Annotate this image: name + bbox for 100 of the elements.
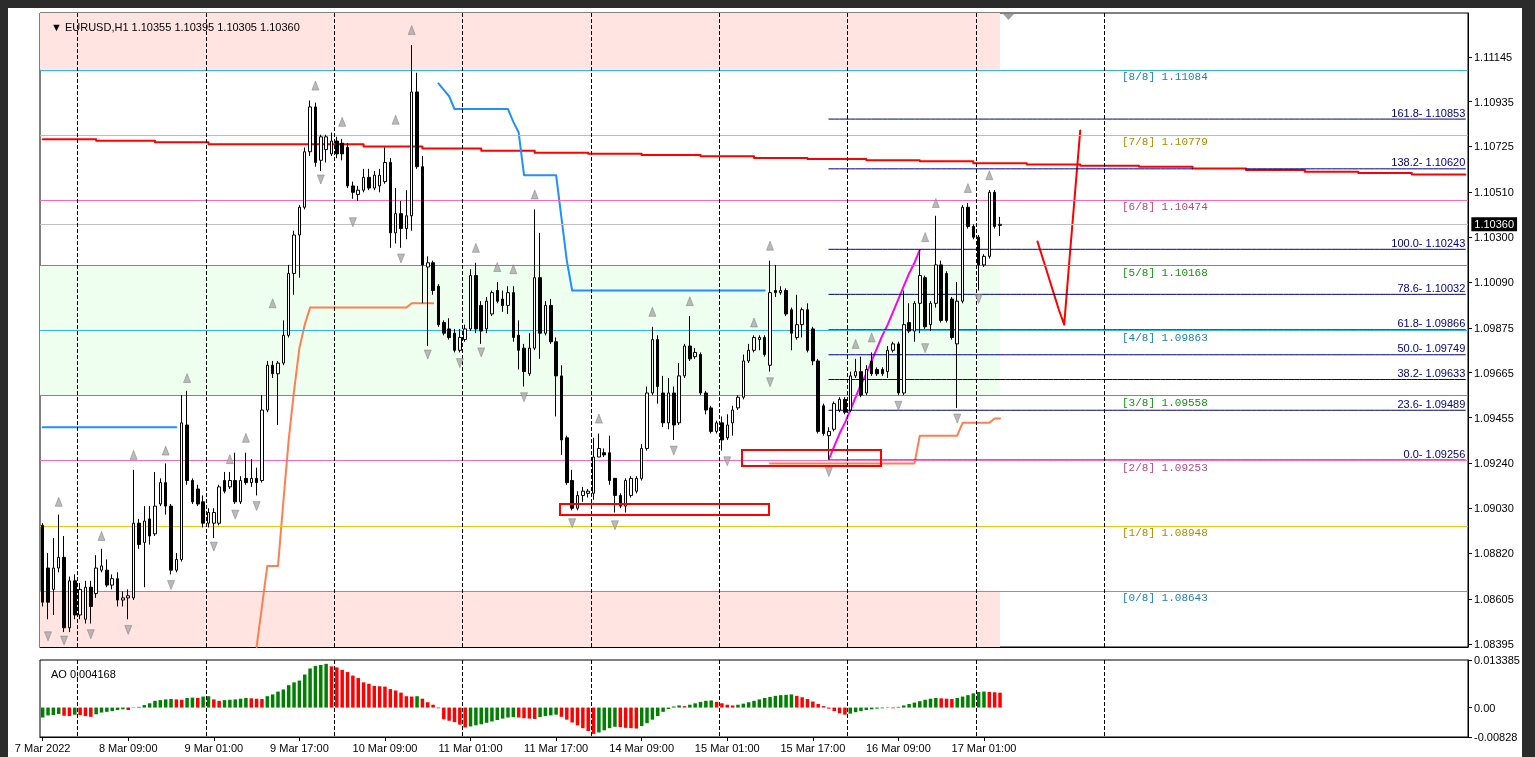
bar xyxy=(998,692,1002,708)
candlestick xyxy=(389,157,392,249)
x-tick-label: 15 Mar 01:00 xyxy=(694,741,760,754)
bar xyxy=(757,699,762,708)
bar xyxy=(206,696,211,708)
candlestick xyxy=(661,375,665,428)
candlestick xyxy=(255,467,258,496)
bar xyxy=(538,707,542,718)
bar xyxy=(276,691,280,708)
bar xyxy=(147,703,152,708)
candlestick xyxy=(790,307,793,351)
point xyxy=(921,343,929,353)
ref-line-label: [6/8] 1.10474 xyxy=(1122,201,1209,214)
series-label: 100.0- 1.10243 xyxy=(1391,236,1466,249)
candlestick xyxy=(699,351,702,396)
candlestick xyxy=(415,72,419,170)
ref-line-label: [8/8] 1.11084 xyxy=(1122,71,1209,84)
y-tick-label: 1.10725 xyxy=(1474,140,1514,153)
candlestick xyxy=(667,377,670,430)
point xyxy=(161,445,170,456)
bar xyxy=(383,686,387,708)
candlestick xyxy=(784,287,788,317)
candlestick xyxy=(544,300,547,336)
bar xyxy=(661,707,665,712)
candlestick xyxy=(886,345,889,379)
bar xyxy=(992,692,997,708)
point xyxy=(921,232,929,242)
bar xyxy=(613,707,617,727)
candlestick xyxy=(282,319,285,366)
ref-line-label: [7/8] 1.10779 xyxy=(1122,136,1208,149)
y-tick-label: -0.00828 xyxy=(1474,731,1518,743)
bar xyxy=(752,700,756,708)
candlestick xyxy=(854,358,857,379)
ref-line-label: [3/8] 1.09558 xyxy=(1122,397,1208,410)
candlestick xyxy=(881,366,884,377)
candlestick xyxy=(966,202,970,230)
candlestick xyxy=(961,204,964,304)
point xyxy=(595,413,603,424)
y-tick-label: 1.09240 xyxy=(1474,457,1514,470)
candlestick xyxy=(62,535,66,633)
candlestick xyxy=(266,360,269,413)
point xyxy=(669,445,678,456)
candlestick xyxy=(410,44,413,232)
candlestick xyxy=(453,328,456,353)
candlestick xyxy=(913,300,916,343)
candlestick xyxy=(383,146,387,185)
candlestick xyxy=(613,477,617,514)
point xyxy=(129,450,138,460)
candlestick xyxy=(982,253,986,268)
bar xyxy=(934,697,938,708)
bar xyxy=(169,699,173,708)
series-label: 38.2- 1.09633 xyxy=(1397,367,1466,380)
candlestick xyxy=(394,187,397,245)
x-tick-label: 11 Mar 01:00 xyxy=(438,741,503,754)
point xyxy=(964,183,972,193)
point xyxy=(311,80,320,91)
point xyxy=(391,114,400,125)
bar xyxy=(196,697,200,708)
candlestick xyxy=(437,283,440,328)
ref-line-label: [1/8] 1.08948 xyxy=(1122,527,1208,540)
bar xyxy=(142,705,147,708)
candlestick xyxy=(346,142,349,189)
point xyxy=(87,629,95,639)
bar xyxy=(955,697,959,708)
candlestick xyxy=(859,356,863,398)
point xyxy=(851,339,860,349)
bar xyxy=(270,694,275,708)
candlestick xyxy=(774,264,777,298)
bar xyxy=(260,699,264,708)
point xyxy=(210,541,218,552)
candlestick xyxy=(560,364,563,456)
point xyxy=(530,189,539,200)
bar xyxy=(730,705,735,708)
point xyxy=(723,456,732,467)
x-tick-label: 10 Mar 09:00 xyxy=(352,741,418,754)
point xyxy=(985,170,994,181)
bar xyxy=(725,704,730,708)
candlestick xyxy=(185,390,189,486)
candlestick xyxy=(522,343,526,388)
y-tick-label: 0.013385 xyxy=(1474,654,1520,666)
bar xyxy=(153,700,157,708)
y-tick-label: 1.11145 xyxy=(1474,50,1513,63)
candlestick xyxy=(929,300,932,332)
ref-line-label: [2/8] 1.09253 xyxy=(1122,462,1208,475)
ref-line-label: [0/8] 1.08643 xyxy=(1122,592,1208,605)
bar xyxy=(982,691,986,708)
bar xyxy=(522,707,526,719)
point xyxy=(167,580,175,590)
point xyxy=(54,497,63,507)
bar xyxy=(174,699,179,708)
candlestick xyxy=(148,505,151,546)
point xyxy=(520,392,528,403)
bar xyxy=(201,696,205,708)
y-tick-label: 1.09875 xyxy=(1474,321,1514,334)
y-tick-label: 1.10090 xyxy=(1474,275,1514,288)
candlestick xyxy=(421,155,424,304)
point xyxy=(686,296,694,306)
point xyxy=(894,400,903,411)
series-label: 0.0- 1.09256 xyxy=(1403,447,1466,460)
candlestick xyxy=(292,230,296,296)
